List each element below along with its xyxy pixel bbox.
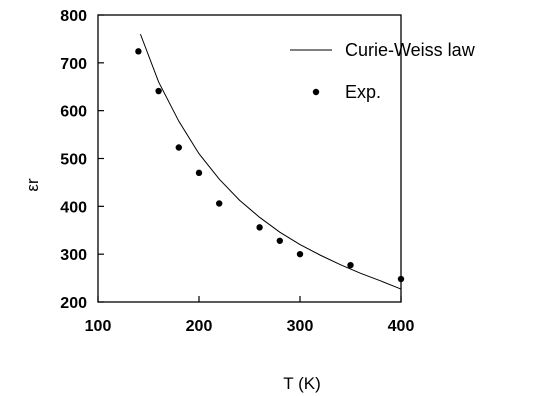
x-tick-label: 200 <box>186 318 213 335</box>
x-tick-label: 100 <box>85 318 112 335</box>
y-axis-label: εr <box>23 178 42 192</box>
data-point <box>175 144 182 151</box>
data-point <box>216 200 223 207</box>
x-axis-label: T (K) <box>283 374 320 393</box>
data-point <box>195 169 203 177</box>
y-tick-label: 700 <box>60 56 87 73</box>
y-tick-label: 500 <box>60 152 87 169</box>
curie-weiss-curve <box>139 33 402 290</box>
y-tick-label: 800 <box>60 8 87 25</box>
y-tick-label: 600 <box>60 104 87 121</box>
y-tick-label: 300 <box>60 247 87 264</box>
data-point <box>155 87 162 95</box>
data-point <box>296 250 304 258</box>
legend-point-marker <box>312 88 320 96</box>
data-point <box>256 224 263 231</box>
x-tick-label: 400 <box>388 318 415 335</box>
y-tick-label: 200 <box>60 295 87 312</box>
data-point <box>397 275 405 283</box>
exp-series <box>135 48 405 283</box>
legend-label-curie-weiss: Curie-Weiss law <box>345 40 476 60</box>
legend: Curie-Weiss law Exp. <box>290 40 476 102</box>
data-point <box>276 237 283 244</box>
y-axis-ticks: 200 300 400 500 600 700 800 <box>60 8 104 312</box>
data-point <box>135 48 142 55</box>
curie-weiss-series <box>139 33 402 290</box>
x-axis-ticks: 100 200 300 400 <box>85 296 415 335</box>
y-tick-label: 400 <box>60 199 87 216</box>
x-tick-label: 300 <box>287 318 314 335</box>
legend-label-exp: Exp. <box>345 82 381 102</box>
data-point <box>347 261 354 269</box>
